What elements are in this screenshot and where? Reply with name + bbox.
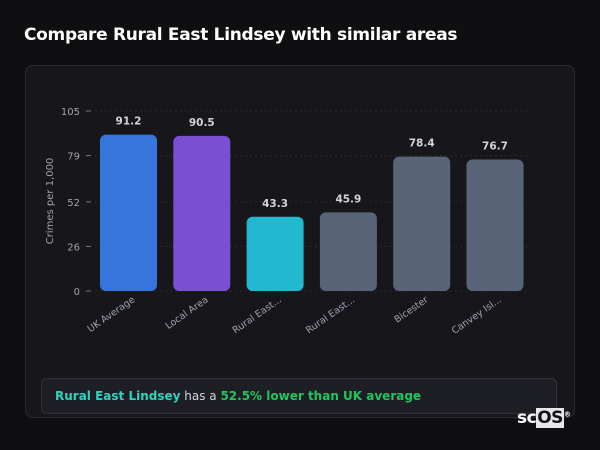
page-title: Compare Rural East Lindsey with similar … [24,25,458,45]
data-label: 45.9 [335,193,361,205]
summary-comparison: 52.5% lower than UK average [220,389,422,403]
summary-area: Rural East Lindsey [55,389,181,403]
x-tick-label: Rural East... [231,294,284,336]
x-tick-label: UK Average [86,294,138,335]
x-tick-label: Bicester [392,294,430,325]
bar [246,216,304,291]
x-tick-label: Canvey Isl... [450,294,504,336]
bar [466,159,524,291]
data-label: 78.4 [409,138,435,150]
x-tick-label: Local Area [164,294,211,331]
y-tick-label: 26 [67,242,80,253]
data-label: 43.3 [262,198,288,210]
scos-logo: scOS® [517,408,571,428]
bar [100,134,157,291]
y-tick-label: 105 [61,107,80,118]
summary-box: Rural East Lindsey has a 52.5% lower tha… [41,378,557,414]
data-label: 90.5 [189,117,215,129]
bar [173,135,231,291]
y-tick-label: 79 [67,152,80,163]
x-tick-label: Rural East... [304,294,357,336]
summary-connector: has a [180,389,221,403]
data-label: 91.2 [116,116,142,128]
data-label: 76.7 [482,141,508,153]
y-tick-label: 0 [74,287,80,298]
y-tick-label: 52 [67,198,80,209]
y-axis-label: Crimes per 1,000 [45,158,56,245]
bar [319,212,377,291]
bar [393,156,451,291]
